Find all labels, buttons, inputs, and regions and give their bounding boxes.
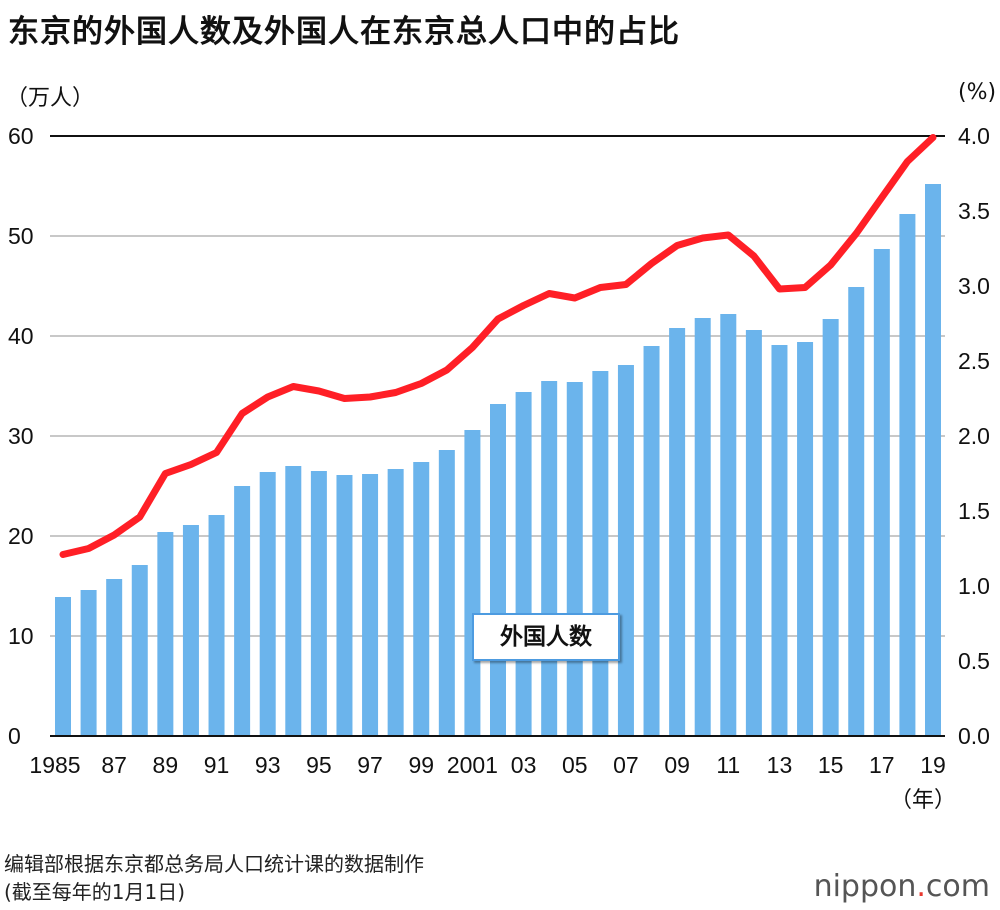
left-tick-label: 30 [8, 423, 34, 449]
bar-2016 [848, 287, 865, 736]
bar-1988 [131, 565, 148, 736]
bar-1990 [182, 525, 199, 736]
x-tick-label: 89 [153, 752, 179, 778]
source-note: 编辑部根据东京都总务局人口统计课的数据制作 [4, 852, 424, 876]
bar-1994 [285, 466, 302, 736]
x-tick-label: 19 [920, 752, 946, 778]
bar-2002 [490, 404, 506, 736]
bar-2006 [592, 371, 609, 736]
left-tick-label: 50 [8, 223, 34, 249]
x-tick-label: 97 [357, 752, 383, 778]
left-axis-unit: （万人） [6, 86, 95, 111]
right-tick-label: 3.5 [958, 198, 990, 224]
bar-1986 [80, 590, 97, 736]
bar-2009 [669, 328, 686, 736]
x-tick-label: 91 [204, 752, 230, 778]
bar-2012 [745, 330, 762, 736]
right-tick-label: 2.0 [958, 423, 990, 449]
bar-1989 [157, 532, 174, 736]
bar-2013 [771, 345, 788, 736]
bar-2000 [438, 450, 455, 736]
bar-1996 [336, 475, 353, 736]
bar-1992 [234, 486, 251, 736]
bar-1995 [310, 471, 327, 736]
x-tick-label: 17 [869, 752, 895, 778]
bar-2008 [643, 346, 660, 736]
right-tick-label: 0.0 [958, 723, 990, 749]
x-tick-label: 05 [562, 752, 588, 778]
right-tick-label: 1.0 [958, 573, 990, 599]
right-tick-label: 4.0 [958, 123, 990, 149]
left-tick-label: 60 [8, 123, 34, 149]
x-tick-label: 2001 [447, 752, 498, 778]
x-tick-label: 07 [613, 752, 639, 778]
date-note: (截至每年的1月1日) [4, 880, 186, 904]
bar-1998 [387, 469, 404, 736]
bar-2007 [617, 365, 634, 736]
x-tick-label: 13 [767, 752, 793, 778]
bar-1993 [259, 472, 276, 736]
x-tick-label: 93 [255, 752, 281, 778]
right-axis-unit: (%) [958, 80, 997, 105]
bar-2005 [566, 382, 583, 736]
bar-2011 [720, 314, 737, 736]
bar-1985 [55, 597, 71, 736]
bar-2014 [797, 342, 814, 736]
bar-2019 [925, 184, 941, 736]
nippon-logo: nippon.com [813, 869, 990, 904]
x-tick-label: 95 [306, 752, 332, 778]
bar-1999 [413, 462, 430, 736]
bar-2015 [822, 319, 839, 736]
left-tick-label: 20 [8, 523, 34, 549]
x-tick-label: 15 [818, 752, 844, 778]
chart-title: 东京的外国人数及外国人在东京总人口中的占比 [8, 14, 680, 50]
bar-1997 [362, 474, 379, 736]
bar-2017 [873, 249, 890, 736]
bar-2001 [464, 430, 481, 736]
right-tick-label: 2.5 [958, 348, 990, 374]
x-axis-unit: （年） [890, 788, 957, 813]
bar-1987 [106, 579, 123, 736]
right-tick-label: 0.5 [958, 648, 990, 674]
left-tick-label: 0 [8, 723, 21, 749]
legend-label-bars: 外国人数 [472, 613, 620, 661]
x-tick-label: 09 [664, 752, 690, 778]
left-tick-label: 40 [8, 323, 34, 349]
right-tick-label: 3.0 [958, 273, 990, 299]
x-tick-label: 87 [101, 752, 127, 778]
x-tick-label: 1985 [29, 752, 80, 778]
x-tick-label: 11 [716, 752, 740, 778]
bar-2004 [541, 381, 558, 736]
x-tick-label: 99 [408, 752, 434, 778]
x-tick-label: 03 [511, 752, 537, 778]
bar-1991 [208, 515, 225, 736]
right-tick-label: 1.5 [958, 498, 990, 524]
bar-2010 [694, 318, 711, 736]
left-tick-label: 10 [8, 623, 34, 649]
bar-2018 [899, 214, 916, 736]
bar-2003 [515, 392, 532, 736]
